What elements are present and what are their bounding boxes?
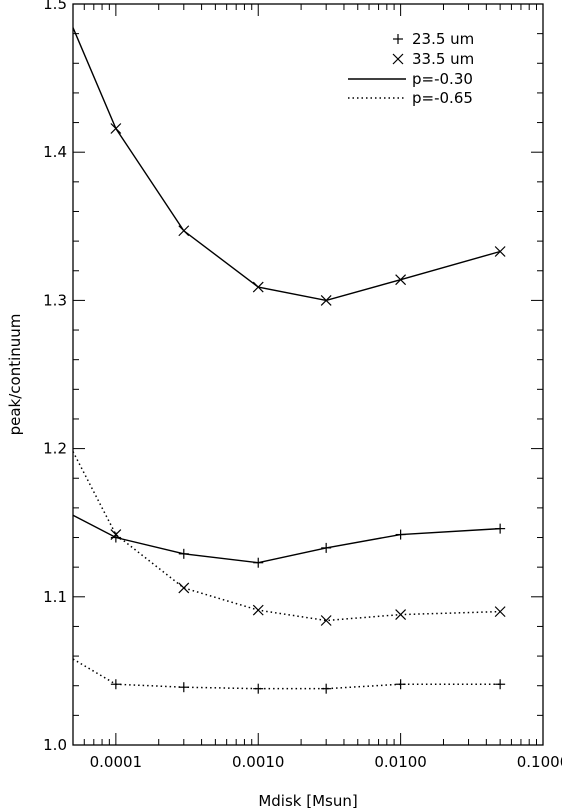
y-tick-label: 1.3	[43, 291, 67, 309]
data-point	[495, 523, 506, 534]
y-tick-label: 1.1	[43, 588, 67, 606]
y-axis-label: peak/continuum	[6, 314, 24, 436]
data-point	[253, 557, 264, 568]
x-tick-label: 0.0100	[374, 753, 427, 771]
x-axis-label: Mdisk [Msun]	[258, 792, 357, 810]
x-tick-label: 0.0010	[232, 753, 285, 771]
legend-label: p=-0.30	[412, 70, 473, 88]
data-point	[252, 281, 264, 293]
series-2	[72, 451, 506, 626]
series-1	[72, 514, 506, 568]
data-point	[178, 548, 189, 559]
data-point	[395, 274, 407, 286]
data-point	[495, 679, 506, 690]
plot-frame	[72, 3, 544, 746]
legend: 23.5 um 33.5 um p=-0.30p=-0.65	[348, 30, 474, 107]
data-point	[321, 542, 332, 553]
legend-item-0: 23.5 um	[393, 30, 474, 48]
series-3	[72, 658, 506, 694]
data-point	[494, 246, 506, 257]
series-group	[72, 27, 506, 694]
series-line	[72, 514, 501, 564]
data-point	[252, 604, 264, 616]
legend-marker	[392, 53, 404, 65]
x-tick-label: 0.0001	[90, 753, 143, 771]
data-point	[110, 529, 122, 540]
series-line	[72, 27, 501, 302]
y-tick-label: 1.2	[43, 440, 67, 458]
data-point	[395, 609, 407, 621]
legend-label: p=-0.65	[412, 89, 473, 107]
axis-ticks	[72, 3, 544, 746]
data-point	[178, 225, 190, 237]
data-point	[320, 294, 332, 306]
data-point	[253, 683, 264, 694]
data-point	[178, 682, 189, 693]
legend-label: 23.5 um	[412, 30, 474, 48]
y-tick-label: 1.4	[43, 143, 67, 161]
legend-item-1: 33.5 um	[392, 50, 474, 68]
data-point	[395, 529, 406, 540]
data-point	[321, 683, 332, 694]
series-line	[72, 658, 501, 690]
legend-label: 33.5 um	[412, 50, 474, 68]
y-tick-label: 1.0	[43, 736, 67, 754]
tick-labels: 1.0 1.1 1.2 1.3 1.4 1.5 0.0001 0.0010 0.0100 0.10…	[43, 0, 562, 771]
data-point	[110, 123, 122, 134]
legend-item-2: p=-0.30	[348, 70, 473, 88]
data-point	[320, 615, 332, 626]
data-point	[178, 582, 190, 594]
legend-item-3: p=-0.65	[348, 89, 473, 107]
data-point	[110, 679, 121, 690]
data-point	[395, 679, 406, 690]
legend-marker	[393, 34, 403, 44]
series-0	[72, 27, 506, 306]
series-line	[72, 451, 501, 622]
data-point	[494, 606, 506, 618]
y-tick-label: 1.5	[43, 0, 67, 13]
